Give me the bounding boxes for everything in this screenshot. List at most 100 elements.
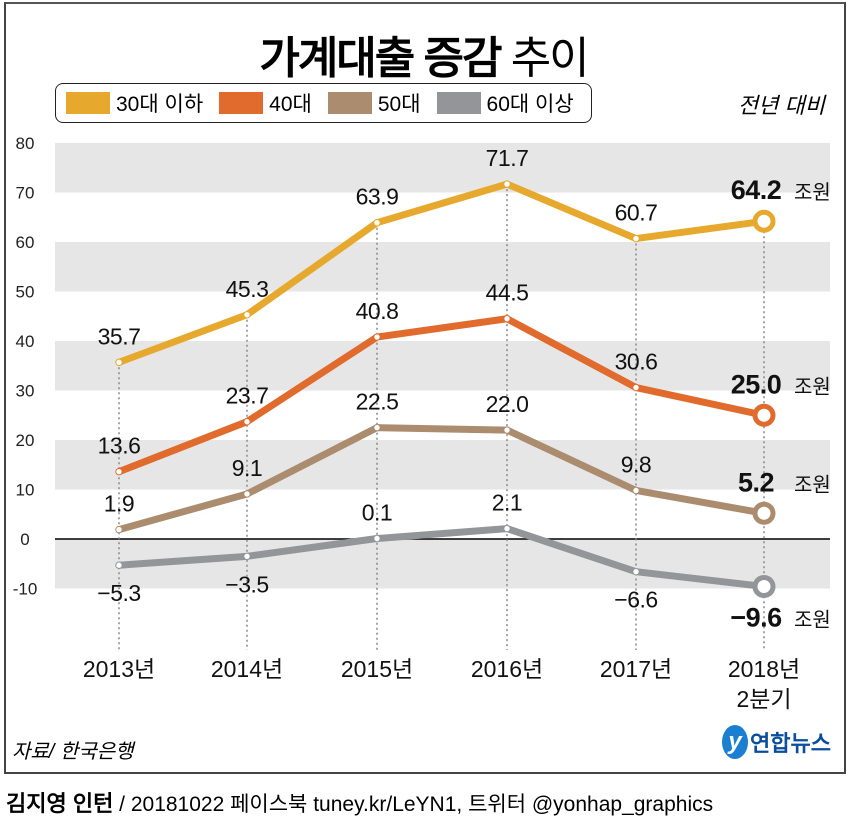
y-tick-label: -10 — [13, 580, 38, 599]
legend: 30대 이하 40대 50대 60대 이상 — [55, 83, 592, 123]
legend-swatch — [219, 92, 264, 114]
y-tick-label: 60 — [16, 233, 35, 252]
data-label: 5.2 — [738, 467, 774, 497]
grid-band — [55, 440, 830, 490]
legend-item: 40대 — [219, 88, 312, 118]
data-label: −3.5 — [225, 571, 268, 597]
legend-item: 60대 이상 — [436, 88, 574, 118]
data-label: 9.1 — [232, 455, 262, 481]
series-point — [373, 333, 381, 341]
data-label-unit: 조원 — [794, 181, 831, 204]
x-tick-label: 2014년 — [211, 656, 283, 682]
legend-item: 30대 이하 — [66, 88, 203, 118]
grid-band — [55, 341, 830, 391]
data-label: 22.0 — [486, 391, 529, 417]
legend-item: 50대 — [327, 88, 421, 118]
data-label: 13.6 — [98, 433, 141, 459]
data-label-unit: 조원 — [794, 609, 831, 632]
data-label: 25.0 — [731, 369, 782, 399]
legend-label: 40대 — [269, 93, 312, 116]
x-tick-label: 2017년 — [600, 656, 672, 682]
series-line — [117, 180, 765, 366]
yonhap-logo: y 연합뉴스 — [722, 725, 831, 759]
series-point — [115, 358, 123, 366]
data-label: −6.6 — [614, 587, 657, 613]
y-tick-label: 10 — [16, 481, 35, 500]
series-line — [118, 424, 765, 533]
data-label: 45.3 — [226, 276, 269, 302]
x-tick-label: 2분기 — [736, 686, 791, 712]
data-label: 40.8 — [356, 298, 399, 324]
y-tick-label: 70 — [16, 184, 35, 203]
chart-title: 가계대출 증감 추이 — [0, 22, 847, 86]
y-tick-label: 40 — [16, 332, 35, 351]
x-tick-label: 2015년 — [341, 656, 413, 682]
data-label: 9.8 — [621, 451, 651, 477]
data-label-unit: 조원 — [794, 473, 831, 496]
series-line — [117, 315, 765, 475]
credit-line: 김지영 인턴 / 20181022 페이스북 tuney.kr/LeYN1, 트… — [6, 786, 713, 818]
series-point — [115, 525, 123, 534]
series-point — [503, 426, 511, 434]
series-line — [118, 525, 765, 590]
grid-band — [55, 143, 830, 193]
series-endpoint — [752, 403, 776, 427]
series-point — [115, 561, 123, 569]
series-endpoint — [752, 501, 776, 525]
series-point — [243, 417, 251, 426]
logo-text: 연합뉴스 — [750, 731, 831, 756]
data-label: 2.1 — [492, 490, 522, 516]
series-point — [503, 524, 511, 533]
credit-author: 김지영 인턴 — [6, 791, 114, 816]
data-label: 23.7 — [226, 383, 269, 409]
unit-note: 전년 대비 — [737, 93, 825, 118]
data-label: 35.7 — [98, 323, 141, 349]
series-point — [632, 234, 640, 243]
series-point — [503, 315, 511, 323]
grid-band — [55, 242, 830, 292]
data-label: −9.6 — [730, 603, 782, 633]
legend-swatch — [66, 92, 110, 114]
y-tick-label: 80 — [16, 134, 35, 153]
x-tick-label: 2018년 — [728, 656, 800, 682]
data-label: 1.9 — [104, 491, 134, 517]
series-point — [373, 423, 381, 432]
logo-mark-icon: y — [722, 725, 748, 759]
data-label: 44.5 — [486, 280, 529, 306]
y-tick-label: 30 — [16, 382, 35, 401]
y-tick-label: 0 — [20, 530, 29, 549]
series-point — [632, 567, 640, 576]
legend-swatch — [327, 92, 372, 114]
data-label: 60.7 — [615, 200, 658, 226]
y-tick-label: 50 — [16, 283, 35, 302]
data-label: 30.6 — [615, 349, 658, 375]
series-point — [503, 180, 511, 188]
data-label: 71.7 — [486, 145, 529, 171]
data-label: 22.5 — [356, 389, 399, 415]
data-label: 0.1 — [362, 500, 392, 526]
y-tick-label: 20 — [16, 431, 35, 450]
data-label: −5.3 — [97, 580, 140, 606]
series-point — [632, 486, 640, 495]
series-point — [243, 490, 251, 498]
series-point — [115, 467, 123, 476]
series-point — [373, 534, 381, 543]
legend-label: 50대 — [377, 93, 421, 116]
series-endpoint — [752, 575, 776, 599]
legend-label: 30대 이하 — [116, 93, 204, 116]
data-label-unit: 조원 — [794, 375, 831, 398]
series-endpoint — [752, 209, 776, 233]
x-tick-label: 2013년 — [83, 656, 155, 682]
data-label: 63.9 — [356, 184, 399, 210]
series-point — [373, 218, 381, 227]
legend-label: 60대 이상 — [486, 93, 574, 116]
credit-rest: / 20181022 페이스북 tuney.kr/LeYN1, 트위터 @yon… — [113, 793, 714, 816]
series-point — [243, 311, 251, 319]
chart-frame — [4, 2, 846, 774]
source-note: 자료/ 한국은행 — [12, 741, 134, 763]
x-tick-label: 2016년 — [471, 656, 543, 682]
series-point — [632, 383, 640, 392]
data-label: 64.2 — [731, 175, 782, 205]
legend-swatch — [436, 92, 481, 114]
